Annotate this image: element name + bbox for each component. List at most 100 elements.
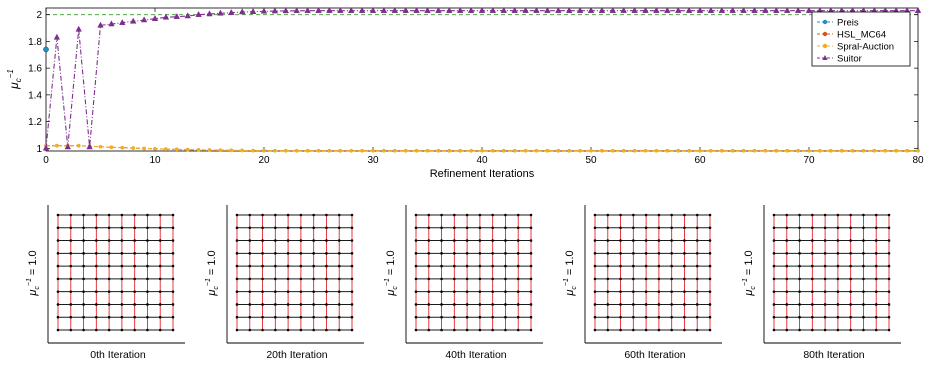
mesh-node [478,290,482,293]
mesh-node [516,277,520,281]
mesh-node [414,239,418,242]
data-point [707,6,715,13]
mesh-node [95,277,98,281]
data-point [533,6,540,13]
mesh-panel: μc−1 = 1.0 20th Iteration [205,205,364,361]
legend-label: Spral-Auction [837,42,894,53]
data-point [402,6,409,13]
mesh-node [491,315,494,319]
data-point [489,6,497,13]
data-point [783,6,791,13]
mesh-node [171,315,175,319]
data-point [565,6,573,13]
mesh-node [56,277,60,281]
mesh-node [427,303,431,306]
mesh-node [427,213,431,217]
mesh-node [632,277,635,281]
mesh-node [465,315,469,319]
mesh-node [785,277,789,281]
mesh-node [158,303,162,306]
x-tick-label: 70 [803,155,815,166]
mesh-node [798,239,801,242]
data-point [283,148,288,153]
mesh-node [312,264,315,268]
mesh-node [849,277,852,281]
mesh-node [69,239,73,242]
mesh-caption: 80th Iteration [803,349,864,361]
data-point [719,148,724,153]
mesh-node [235,328,239,332]
mesh-node [772,213,776,217]
data-point [326,6,333,13]
data-point [567,148,572,153]
mesh-node [414,315,418,319]
legend-item: Suitor [817,54,862,65]
mesh-node [887,264,891,268]
mesh-node [529,252,533,255]
mesh-node [811,213,814,217]
data-point [271,7,279,14]
mesh-node [350,277,354,281]
data-point [251,148,255,153]
mesh-node [95,252,98,255]
mesh-node [235,252,239,255]
mesh-node [785,303,789,306]
mesh-node [312,290,315,293]
mesh-panels: μc−1 = 1.0 0th Iteration μc−1 = 1.0 20th It… [26,205,901,361]
mesh-node [56,315,60,319]
mesh-node [695,264,699,268]
mesh-node [606,226,610,230]
legend-label: Preis [837,18,859,29]
mesh-node [146,290,149,293]
mesh-node [708,277,712,281]
mesh-node [606,277,610,281]
mesh-node [772,328,776,332]
mesh-node [337,226,341,230]
legend-label: HSL_MC64 [837,30,886,41]
series-spral-auction [44,143,920,153]
mesh-node [171,264,175,268]
x-tick-label: 30 [367,155,379,166]
data-point [544,6,551,13]
mesh-node [465,303,469,306]
mesh-node [69,315,73,319]
data-point [129,17,137,24]
mesh-node [158,264,162,268]
data-point [665,148,670,153]
mesh-node [337,328,341,332]
mesh-node [798,315,801,319]
mesh-node [849,328,852,332]
mesh-node [286,277,290,281]
data-point [511,6,518,13]
mesh-node [56,303,60,306]
legend-swatch-marker [822,31,828,37]
mesh-node [95,213,98,217]
mesh-node [657,264,661,268]
data-point [218,148,223,153]
mesh-node [516,328,520,332]
mesh-node [82,315,85,319]
svg-text:μc−1 = 1.0: μc−1 = 1.0 [563,250,578,296]
mesh-node [69,328,73,332]
mesh-node [286,213,290,217]
mesh-node [695,290,699,293]
mesh-node [606,303,610,306]
mesh-node [325,277,328,281]
mesh-node [823,315,827,319]
svg-text:μc−1: μc−1 [6,69,23,90]
mesh-node [120,328,124,332]
mesh-node [606,315,610,319]
mesh-node [248,315,252,319]
mesh-node [440,264,443,268]
mesh-node [657,252,661,255]
mesh-node [632,303,635,306]
y-axis-ticks: 1 1.2 1.4 1.6 1.8 2 [28,10,918,155]
data-point [238,8,246,15]
data-point [184,12,191,19]
mesh-node [504,328,507,332]
data-point [392,148,397,153]
y-tick-label: 1 [36,144,42,155]
data-point [522,6,529,13]
data-point [447,148,452,153]
